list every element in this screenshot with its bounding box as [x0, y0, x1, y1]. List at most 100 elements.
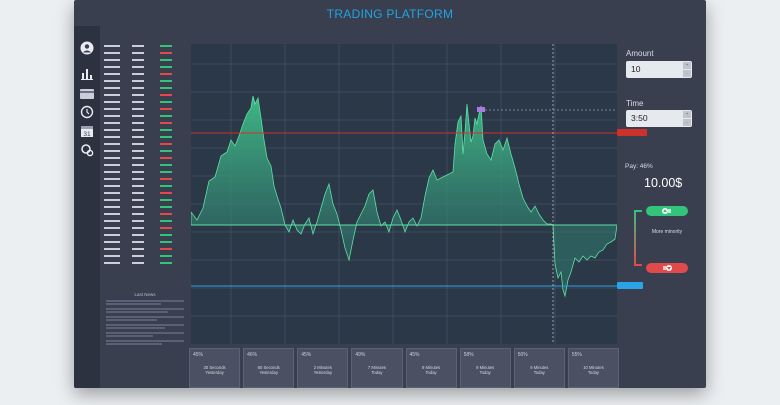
- expiry-tile[interactable]: 46% 60 Seconds Yesterday: [243, 348, 295, 388]
- quote-row[interactable]: [104, 217, 188, 224]
- expiry-tile[interactable]: 55% 10 Minutes Today: [567, 348, 619, 388]
- price-chart[interactable]: [191, 44, 617, 344]
- quote-row[interactable]: [104, 224, 188, 231]
- news-item[interactable]: [106, 300, 184, 305]
- quote-cell: [132, 226, 160, 229]
- quote-row[interactable]: [104, 42, 188, 49]
- time-value: 3:50: [631, 113, 648, 123]
- direction-tick-down: [634, 264, 642, 266]
- quote-row[interactable]: [104, 210, 188, 217]
- increase-button[interactable]: +: [683, 62, 691, 69]
- user-icon[interactable]: [79, 40, 95, 56]
- quote-cell: [104, 142, 132, 145]
- expiry-tile[interactable]: 45% 2 Minutes Yesterday: [297, 348, 349, 388]
- news-item[interactable]: [106, 324, 184, 329]
- increase-button[interactable]: +: [683, 111, 691, 118]
- quote-cell: [132, 100, 160, 103]
- card-icon[interactable]: [79, 86, 95, 102]
- bar-chart-icon[interactable]: [79, 66, 95, 82]
- quote-row[interactable]: [104, 98, 188, 105]
- quote-row[interactable]: [104, 203, 188, 210]
- quote-cell: [132, 177, 160, 180]
- news-item[interactable]: [106, 308, 184, 313]
- expiry-tile[interactable]: 58% 9 Minutes Today: [459, 348, 511, 388]
- quote-row[interactable]: [104, 147, 188, 154]
- quote-cell: [132, 128, 160, 131]
- arrow-up-icon: [662, 208, 671, 214]
- quote-row[interactable]: [104, 49, 188, 56]
- news-item[interactable]: [106, 340, 184, 345]
- quote-cell: [104, 212, 132, 215]
- quote-row[interactable]: [104, 133, 188, 140]
- quote-row[interactable]: [104, 161, 188, 168]
- news-panel: Last News: [106, 292, 184, 348]
- quote-row[interactable]: [104, 238, 188, 245]
- tile-percent: 45%: [301, 352, 312, 358]
- quote-cell: [104, 177, 132, 180]
- quote-cell: [104, 149, 132, 152]
- quote-cell: [160, 198, 188, 201]
- quote-row[interactable]: [104, 63, 188, 70]
- quote-row[interactable]: [104, 105, 188, 112]
- arrow-down-icon: [663, 265, 672, 271]
- tile-percent: 45%: [193, 352, 204, 358]
- quote-row[interactable]: [104, 154, 188, 161]
- quote-row[interactable]: [104, 189, 188, 196]
- quote-row[interactable]: [104, 119, 188, 126]
- news-item[interactable]: [106, 332, 184, 337]
- more-minority-label: More minority: [651, 229, 683, 235]
- expiry-tile[interactable]: 45% 9 Minutes Today: [405, 348, 457, 388]
- quote-cell: [132, 135, 160, 138]
- quote-cell: [160, 86, 188, 89]
- time-input[interactable]: 3:50 + -: [626, 110, 692, 127]
- quote-row[interactable]: [104, 196, 188, 203]
- call-button[interactable]: [646, 206, 688, 216]
- put-button[interactable]: [646, 263, 688, 273]
- amount-label: Amount: [626, 49, 654, 58]
- news-item[interactable]: [106, 316, 184, 321]
- calendar-icon[interactable]: 31: [79, 123, 95, 139]
- quote-cell: [132, 121, 160, 124]
- quote-cell: [104, 156, 132, 159]
- pay-label: Pay: 46%: [625, 163, 653, 170]
- amount-input[interactable]: 10 + -: [626, 61, 692, 78]
- amount-stepper[interactable]: + -: [683, 62, 691, 77]
- clock-icon[interactable]: [79, 104, 95, 120]
- quote-cell: [104, 198, 132, 201]
- quote-cell: [104, 170, 132, 173]
- quote-row[interactable]: [104, 84, 188, 91]
- expiry-tile[interactable]: 45% 30 Seconds Yesterday: [189, 348, 241, 388]
- time-axis: [191, 332, 617, 344]
- quote-cell: [160, 51, 188, 54]
- tile-sublabel: Today: [425, 370, 437, 375]
- quote-row[interactable]: [104, 252, 188, 259]
- order-panel: Amount 10 + - Time 3:50 + - Pay: 46% 10.00…: [622, 44, 702, 304]
- quote-row[interactable]: [104, 126, 188, 133]
- quote-cell: [132, 65, 160, 68]
- quote-row[interactable]: [104, 56, 188, 63]
- expiry-tile[interactable]: 49% 7 Minutes Today: [351, 348, 403, 388]
- quote-row[interactable]: [104, 91, 188, 98]
- time-stepper[interactable]: + -: [683, 111, 691, 126]
- quote-row[interactable]: [104, 77, 188, 84]
- decrease-button[interactable]: -: [683, 119, 691, 126]
- quote-row[interactable]: [104, 182, 188, 189]
- quote-row[interactable]: [104, 168, 188, 175]
- quote-row[interactable]: [104, 70, 188, 77]
- quote-cell: [132, 219, 160, 222]
- settings-icon[interactable]: [79, 142, 95, 158]
- quote-cell: [132, 107, 160, 110]
- quote-row[interactable]: [104, 245, 188, 252]
- tile-percent: 58%: [463, 352, 474, 358]
- quote-row[interactable]: [104, 140, 188, 147]
- quote-cell: [104, 100, 132, 103]
- quote-row[interactable]: [104, 259, 188, 266]
- quote-row[interactable]: [104, 112, 188, 119]
- quote-cell: [132, 114, 160, 117]
- quote-row[interactable]: [104, 231, 188, 238]
- quote-cell: [160, 44, 188, 47]
- tile-label: 30 Seconds: [203, 365, 226, 370]
- decrease-button[interactable]: -: [683, 70, 691, 77]
- expiry-tile[interactable]: 50% 9 Minutes Today: [513, 348, 565, 388]
- quote-row[interactable]: [104, 175, 188, 182]
